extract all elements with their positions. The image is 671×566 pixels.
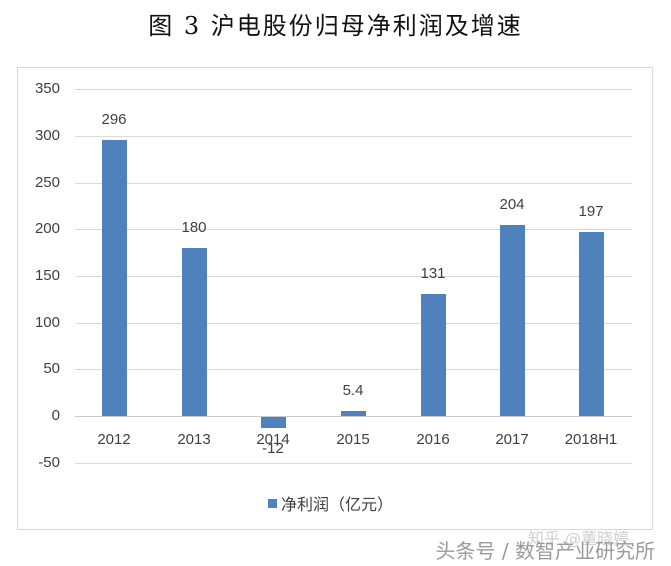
data-label: 197 [578,203,604,220]
gridline [75,136,632,137]
chart-legend: 净利润（亿元） [268,491,393,515]
watermark-secondary: 知乎 @董晓婷 [528,529,630,548]
y-tick-label: 100 [34,314,60,331]
gridline [75,463,632,464]
bar-2016 [420,293,446,416]
gridline [75,89,632,90]
legend-label: 净利润（亿元） [281,495,394,514]
bar-2013 [181,247,207,416]
gridline [75,183,632,184]
y-tick-label: 300 [34,127,60,144]
gridline [75,323,632,324]
x-tick-label: 2013 [177,431,211,448]
gridline [75,369,632,370]
y-tick-label: 350 [34,80,60,97]
bar-2014 [260,417,286,429]
legend-swatch-icon [268,498,277,508]
bar-2017 [499,225,525,416]
y-tick-label: 0 [51,407,60,424]
bar-2018H1 [578,232,604,416]
data-label: -12 [262,440,284,457]
watermark: 头条号 / 数智产业研究所 [435,539,655,563]
data-label: 131 [420,264,446,282]
y-tick-label: 150 [34,267,60,284]
x-tick-label: 2016 [416,431,450,448]
gridline [75,276,632,277]
y-tick-label: 250 [34,174,60,191]
y-tick-label: 200 [34,220,60,237]
x-tick-label: 2014 [256,431,290,448]
data-label: 204 [499,196,525,214]
x-tick-label: 2017 [495,431,529,448]
chart-title: 图 3 沪电股份归母净利润及增速 [148,12,523,40]
y-tick-label: -50 [38,454,60,471]
data-label: 180 [181,218,207,236]
data-label: 296 [101,110,127,128]
x-tick-label: 2018H1 [564,431,618,448]
x-tick-label: 2012 [97,431,131,448]
bar-2015 [340,410,366,416]
data-label: 5.4 [342,381,364,399]
gridline [75,229,632,230]
y-tick-label: 50 [43,360,60,377]
gridline [75,416,632,417]
x-tick-label: 2015 [336,431,370,448]
bar-2012 [101,139,127,416]
